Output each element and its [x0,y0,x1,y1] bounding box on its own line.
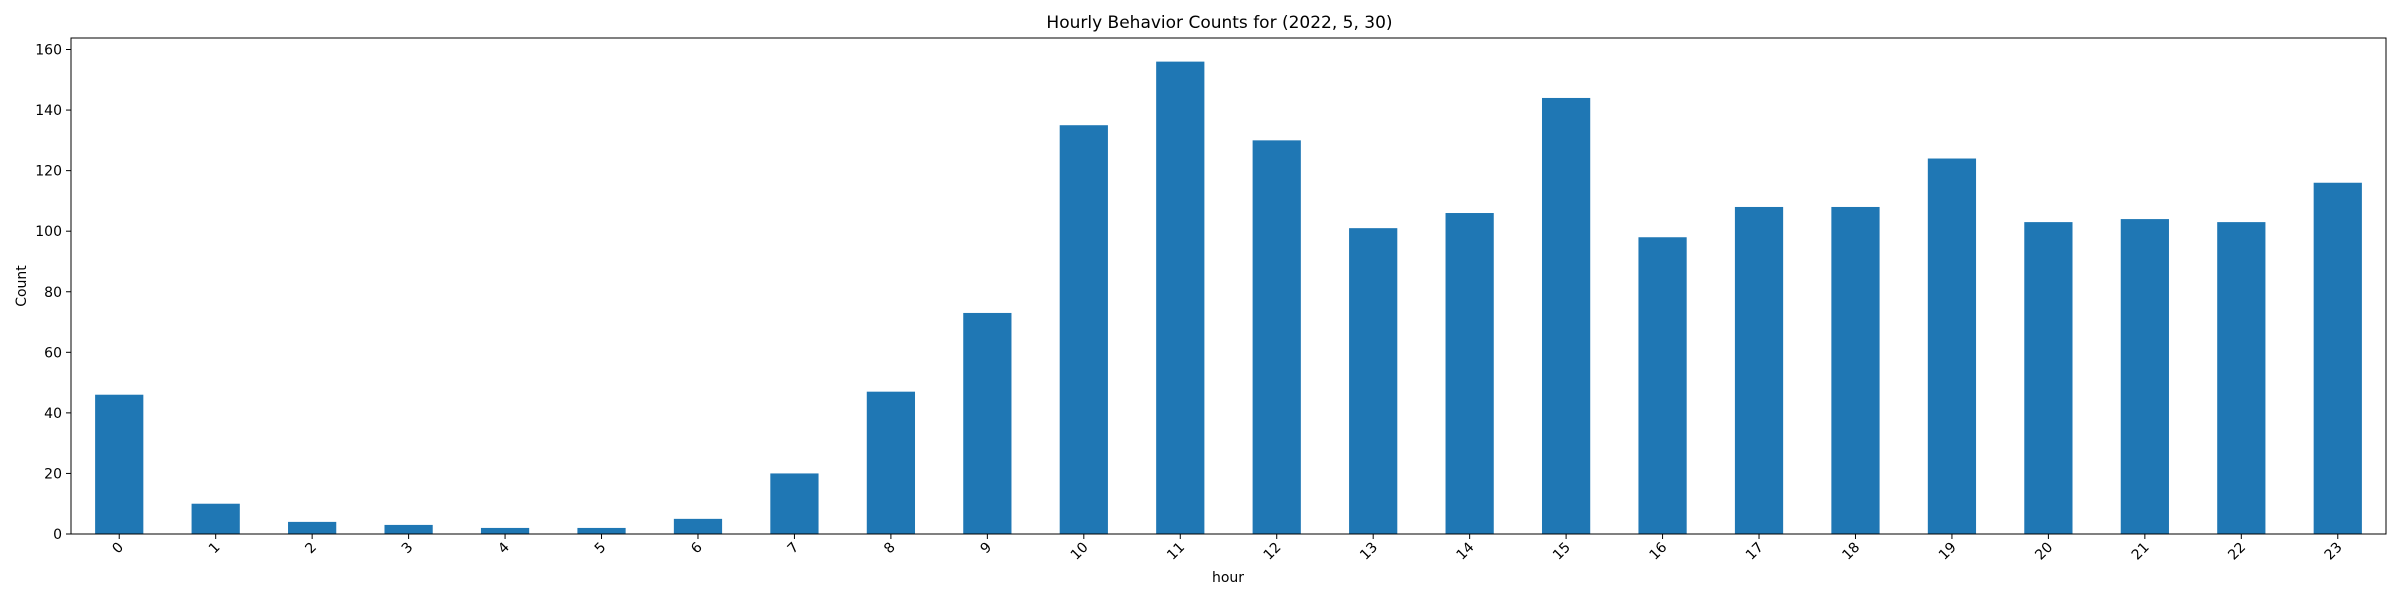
bar-hour-3 [384,524,433,534]
x-tick-label: 13 [1357,540,1381,564]
bar-hour-15 [1541,97,1591,535]
x-tick-label: 1 [206,540,224,558]
x-tick-label: 18 [1839,540,1863,564]
bar-hour-18 [1831,206,1880,534]
bar-hour-1 [191,503,240,534]
bar-hour-16 [1638,237,1687,534]
bar-hour-7 [770,473,819,534]
plot-frame [70,37,2387,535]
x-tick-label: 9 [978,540,996,558]
bar-hour-20 [2024,222,2073,535]
chart-title: Hourly Behavior Counts for (2022, 5, 30) [1046,13,1392,33]
x-axis: 0 1 2 3 4 5 6 7 8 9 10 11 12 13 14 15 16 17 18 19 20 21 22 23 [109,534,2346,564]
bar-hour-2 [288,521,337,534]
y-tick-label: 160 [35,43,62,59]
x-tick-label: 20 [2032,540,2056,564]
x-tick-label: 12 [1261,540,1285,564]
x-tick-label: 14 [1454,539,1478,563]
bar-hour-4 [480,527,530,534]
y-tick-label: 120 [35,164,62,180]
bar-hour-12 [1252,140,1301,534]
bar-hour-19 [1927,158,1977,534]
y-tick-label: 20 [44,466,62,482]
x-tick-label: 0 [109,540,127,558]
bar-hour-5 [577,527,626,534]
y-axis-label: Count [14,265,30,307]
bar-hour-11 [1156,61,1205,535]
bar-hour-13 [1349,228,1398,534]
y-tick-label: 60 [44,345,62,361]
x-tick-label: 16 [1646,539,1670,563]
x-tick-label: 3 [399,540,417,558]
x-tick-label: 8 [881,540,899,558]
x-tick-label: 17 [1743,540,1767,564]
x-tick-label: 15 [1550,540,1574,564]
bar-hour-21 [2120,219,2169,534]
x-tick-label: 22 [2225,540,2249,564]
bar-hour-22 [2217,222,2266,535]
y-tick-label: 140 [35,103,62,119]
x-tick-label: 5 [592,540,610,558]
x-tick-label: 10 [1068,540,1092,564]
x-tick-label: 2 [302,540,320,558]
x-tick-label: 7 [785,540,803,558]
x-tick-label: 19 [1936,540,1960,564]
y-tick-label: 40 [44,406,62,422]
x-tick-label: 11 [1164,540,1188,564]
y-tick-label: 100 [35,224,62,240]
bars-group [95,61,2362,535]
x-tick-label: 4 [495,539,513,557]
bar-hour-17 [1734,206,1784,534]
bar-hour-8 [866,391,916,534]
x-axis-label: hour [1212,570,1244,586]
bar-hour-10 [1059,125,1108,535]
bar-hour-14 [1445,213,1494,534]
x-tick-label: 23 [2322,540,2346,564]
x-tick-label: 21 [2129,540,2153,564]
x-tick-label: 6 [688,539,706,557]
bar-hour-9 [963,312,1012,534]
y-tick-label: 80 [44,285,62,301]
y-axis: 0 20 40 60 80 100 120 140 160 [35,43,71,543]
y-tick-label: 0 [53,527,62,543]
bar-hour-23 [2313,182,2362,535]
bar-hour-0 [95,394,144,534]
bar-hour-6 [673,518,723,534]
